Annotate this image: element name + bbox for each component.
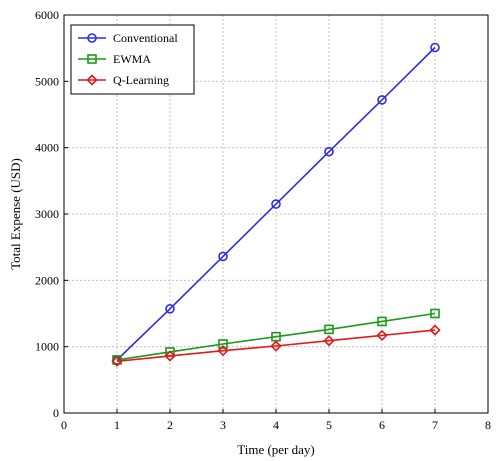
legend-item: Q-Learning — [78, 73, 169, 87]
data-point — [377, 316, 387, 327]
x-tick-label: 6 — [379, 418, 385, 432]
legend-swatch-marker — [87, 33, 97, 43]
series-line — [116, 329, 436, 363]
series-layer — [111, 42, 441, 367]
series-line — [116, 46, 436, 361]
legend: Conventional EWMA Q-Learning — [70, 24, 195, 95]
data-point — [218, 251, 228, 262]
axis-ticks: 0 1 2 3 4 5 6 7 8 0 1000 2000 3000 4000 5000 6000 — [35, 8, 491, 432]
x-tick-label: 5 — [326, 418, 332, 432]
data-point — [165, 304, 175, 314]
data-point — [111, 355, 123, 367]
data-point — [218, 339, 228, 349]
series-conventional — [112, 42, 440, 365]
data-point — [324, 146, 334, 157]
y-tick-label: 3000 — [35, 207, 59, 221]
y-tick-label: 4000 — [35, 141, 59, 155]
legend-swatch-marker — [86, 74, 98, 86]
data-point — [376, 329, 388, 342]
data-point — [429, 324, 441, 336]
data-point — [164, 350, 176, 362]
x-tick-label: 7 — [432, 418, 438, 432]
y-tick-label: 0 — [53, 406, 59, 420]
y-tick-label: 6000 — [35, 8, 59, 22]
x-tick-label: 2 — [167, 418, 173, 432]
legend-label: EWMA — [113, 52, 151, 66]
legend-item: Conventional — [78, 31, 178, 45]
y-axis-title: Total Expense (USD) — [8, 158, 23, 270]
x-axis-title: Time (per day) — [237, 442, 315, 457]
x-tick-label: 1 — [114, 418, 120, 432]
data-point — [271, 199, 281, 209]
data-point — [217, 345, 229, 357]
legend-label: Conventional — [113, 31, 178, 45]
x-tick-label: 3 — [220, 418, 226, 432]
y-tick-label: 1000 — [35, 340, 59, 354]
y-tick-label: 5000 — [35, 74, 59, 88]
y-tick-label: 2000 — [35, 273, 59, 287]
data-point — [430, 42, 440, 53]
data-point — [323, 335, 335, 347]
series-q-learning — [111, 324, 441, 367]
legend-label: Q-Learning — [113, 73, 169, 87]
data-point — [270, 340, 282, 352]
data-point — [377, 95, 387, 105]
x-tick-label: 0 — [61, 418, 67, 432]
legend-swatch-marker — [87, 54, 97, 64]
data-point — [430, 308, 440, 319]
x-tick-label: 4 — [273, 418, 279, 432]
legend-item: EWMA — [78, 52, 151, 66]
x-tick-label: 8 — [485, 418, 491, 432]
data-point — [324, 324, 334, 335]
